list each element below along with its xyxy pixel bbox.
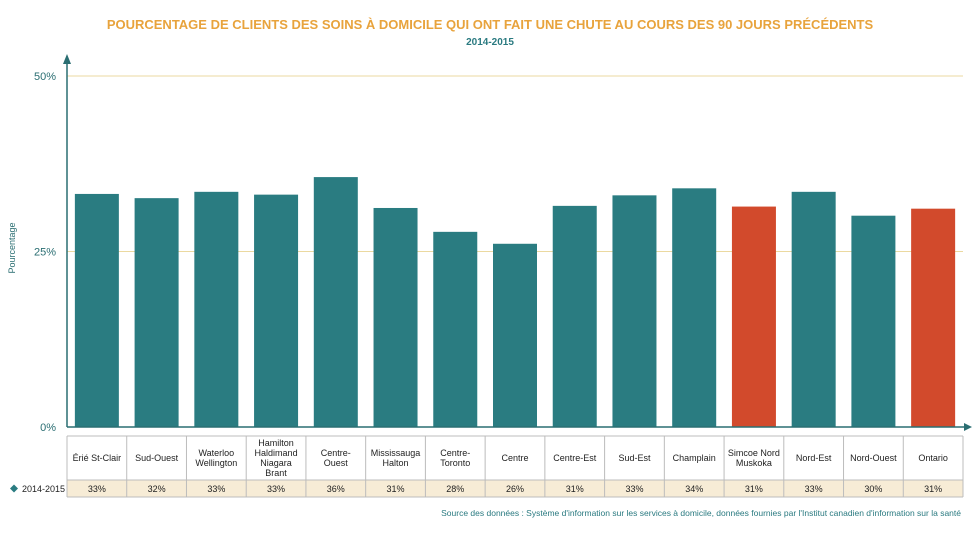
x-tick-label-line: Sud-Est <box>618 453 651 463</box>
data-label: 31% <box>387 484 405 494</box>
data-label: 33% <box>625 484 643 494</box>
x-tick-label-line: Nord-Est <box>796 453 832 463</box>
data-label: 30% <box>864 484 882 494</box>
x-tick-label: Centre-Est <box>553 453 597 463</box>
x-tick-label: Centre <box>501 453 528 463</box>
x-tick-label: Waterloo Wellington <box>195 448 237 468</box>
x-tick-label: Centre-Ouest <box>321 448 351 468</box>
y-tick-label: 25% <box>34 247 56 259</box>
bar <box>134 198 179 427</box>
y-axis-label: Pourcentage <box>7 222 17 273</box>
bar <box>612 195 657 427</box>
bar <box>672 188 717 427</box>
data-label: 31% <box>745 484 763 494</box>
x-tick-label-line: Toronto <box>440 458 470 468</box>
x-tick-label: Sud-Ouest <box>135 453 179 463</box>
chart-subtitle: 2014-2015 <box>466 37 514 48</box>
x-tick-label-line: Ouest <box>324 458 349 468</box>
x-tick-label-line: Halton <box>383 458 409 468</box>
y-axis-arrow <box>63 54 71 64</box>
legend-label: 2014-2015 <box>22 484 65 494</box>
bar <box>313 177 358 427</box>
x-tick-label-line: Brant <box>265 468 287 478</box>
x-tick-label-line: Muskoka <box>736 458 772 468</box>
x-tick-label-line: Niagara <box>260 458 292 468</box>
x-tick-label-line: Centre- <box>440 448 470 458</box>
y-tick-label: 50% <box>34 71 56 83</box>
x-tick-label-line: Waterloo <box>198 448 234 458</box>
x-tick-label-line: Hamilton <box>258 438 294 448</box>
x-tick-label: Hamilton Haldimand Niagara Brant <box>255 438 298 478</box>
x-tick-label-line: Centre-Est <box>553 453 597 463</box>
x-tick-label-line: Champlain <box>673 453 716 463</box>
bar <box>373 207 418 427</box>
x-tick-label-line: Haldimand <box>255 448 298 458</box>
data-label: 33% <box>207 484 225 494</box>
axes <box>63 54 972 431</box>
data-label: 33% <box>88 484 106 494</box>
data-label: 33% <box>267 484 285 494</box>
data-label: 32% <box>148 484 166 494</box>
data-label: 36% <box>327 484 345 494</box>
x-tick-label: Simcoe Nord Muskoka <box>728 448 780 468</box>
x-tick-label-line: Centre <box>501 453 528 463</box>
data-label: 33% <box>805 484 823 494</box>
data-label: 26% <box>506 484 524 494</box>
bar <box>851 215 896 427</box>
data-label: 34% <box>685 484 703 494</box>
data-label: 31% <box>924 484 942 494</box>
x-tick-label: Champlain <box>673 453 716 463</box>
x-axis-arrow <box>964 423 972 431</box>
bar <box>433 231 478 427</box>
y-tick-label: 0% <box>40 422 56 434</box>
bars <box>74 177 956 427</box>
data-row-background <box>67 480 963 497</box>
x-tick-label-line: Centre- <box>321 448 351 458</box>
x-tick-label: Nord-Ouest <box>850 453 897 463</box>
data-table: Érié St-Clair Sud-Ouest Waterloo Wellington… <box>10 435 964 498</box>
data-label: 28% <box>446 484 464 494</box>
source-note: Source des données : Système d'informati… <box>441 508 961 518</box>
bar <box>74 193 119 427</box>
x-tick-label: Centre-Toronto <box>440 448 470 468</box>
x-tick-label-line: Sud-Ouest <box>135 453 179 463</box>
bar <box>493 243 537 427</box>
bar <box>911 208 956 427</box>
x-tick-label: Sud-Est <box>618 453 651 463</box>
bar <box>194 191 239 427</box>
x-tick-label-line: Simcoe Nord <box>728 448 780 458</box>
x-tick-label-line: Mississauga <box>371 448 421 458</box>
x-tick-label: Mississauga Halton <box>371 448 421 468</box>
x-tick-label-line: Ontario <box>918 453 948 463</box>
data-label: 31% <box>566 484 584 494</box>
y-axis-ticks: 0% 25% 50% <box>34 71 56 434</box>
bar <box>791 191 836 427</box>
chart-title: POURCENTAGE DE CLIENTS DES SOINS À DOMIC… <box>107 17 874 32</box>
legend-marker <box>10 484 18 493</box>
x-tick-label-line: Nord-Ouest <box>850 453 897 463</box>
bar <box>731 206 776 427</box>
bar <box>552 205 597 427</box>
x-tick-label: Ontario <box>918 453 948 463</box>
x-tick-label-line: Wellington <box>195 458 237 468</box>
x-tick-label-line: Érié St-Clair <box>73 453 122 463</box>
x-tick-label: Érié St-Clair <box>73 453 122 463</box>
bar <box>254 194 299 427</box>
x-tick-label: Nord-Est <box>796 453 832 463</box>
